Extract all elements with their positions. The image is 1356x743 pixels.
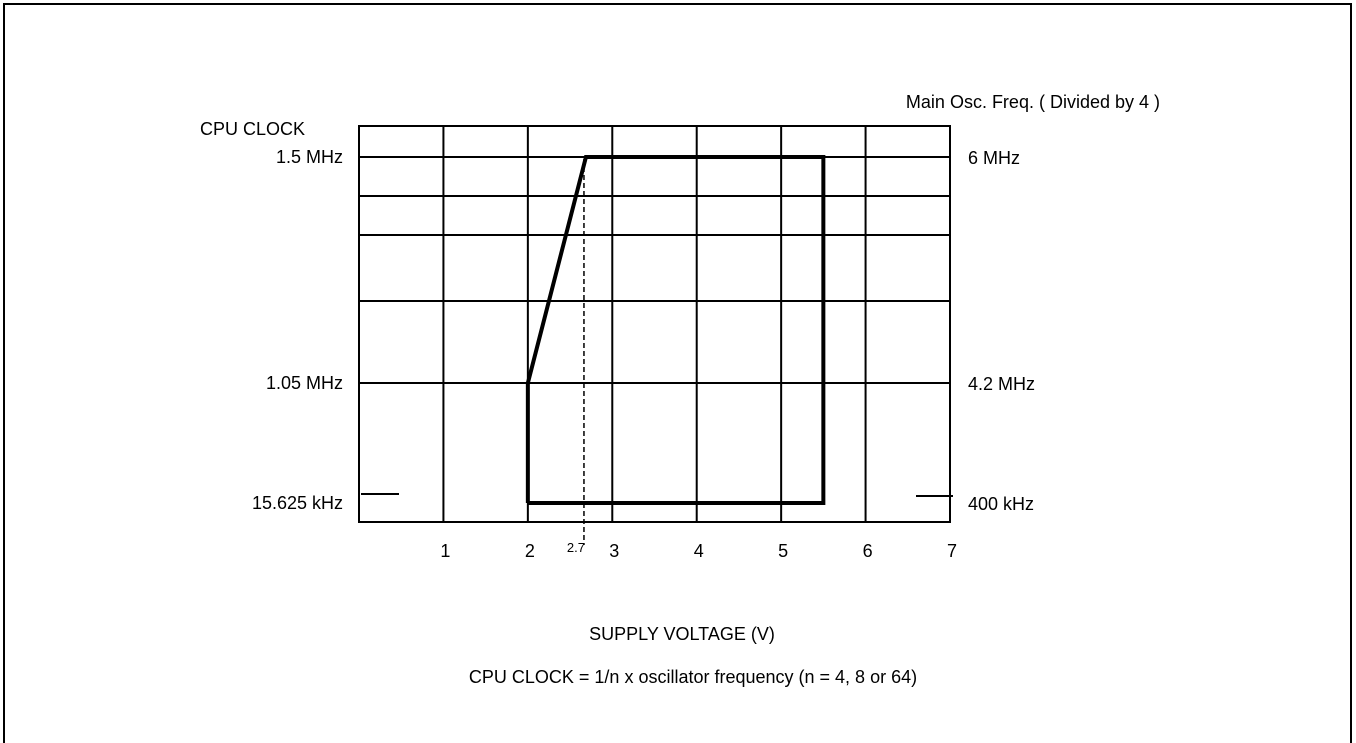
y-tick-label-right: 6 MHz [968, 148, 1020, 168]
x-tick-label: 7 [947, 541, 957, 561]
x-axis-label: SUPPLY VOLTAGE (V) [589, 624, 775, 644]
right-axis-label: Main Osc. Freq. ( Divided by 4 ) [906, 92, 1160, 112]
x-tick-label: 4 [694, 541, 704, 561]
y-axis-label: CPU CLOCK [200, 119, 305, 139]
x-marker-label: 2.7 [567, 540, 585, 555]
labels: CPU CLOCK Main Osc. Freq. ( Divided by 4… [200, 92, 1160, 687]
operating-range-outline [528, 157, 824, 503]
data-layer [528, 157, 824, 545]
y-tick-label-right: 400 kHz [968, 494, 1034, 514]
x-tick-label: 2 [525, 541, 535, 561]
footnote: CPU CLOCK = 1/n x oscillator frequency (… [469, 667, 917, 687]
x-tick-label: 6 [863, 541, 873, 561]
y-tick-label-left: 15.625 kHz [252, 493, 343, 513]
x-tick-label: 1 [440, 541, 450, 561]
y-tick-label-left: 1.05 MHz [266, 373, 343, 393]
x-tick-label: 5 [778, 541, 788, 561]
x-tick-label: 3 [609, 541, 619, 561]
y-tick-label-right: 4.2 MHz [968, 374, 1035, 394]
axes [359, 126, 953, 522]
grid [359, 126, 950, 522]
plot-border [359, 126, 950, 522]
y-tick-label-left: 1.5 MHz [276, 147, 343, 167]
